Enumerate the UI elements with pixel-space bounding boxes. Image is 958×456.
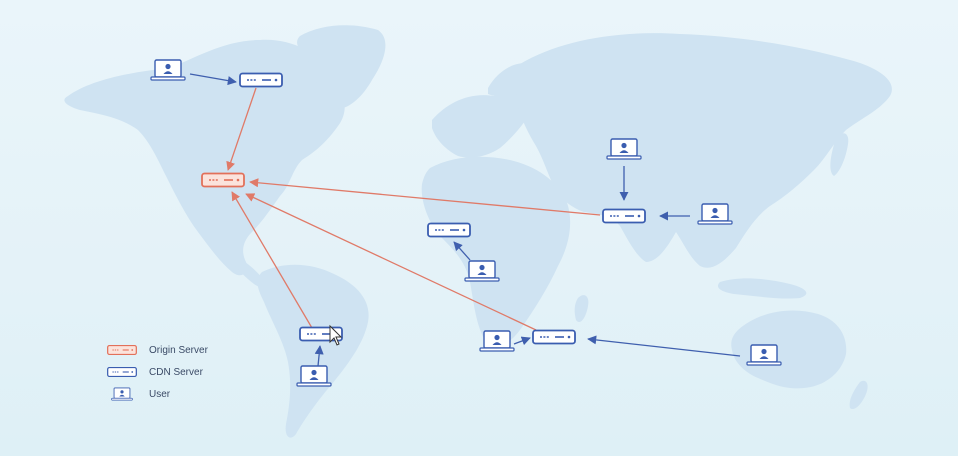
link-brazil-user — [314, 345, 324, 367]
laptop-user-icon — [464, 260, 500, 282]
laptop-user-icon — [479, 330, 515, 352]
user-to-cdn-links — [189, 73, 741, 367]
laptop-user-icon — [697, 203, 733, 225]
link-brazil-origin — [231, 191, 313, 329]
link-canada-origin — [226, 87, 257, 171]
laptop-user-icon — [606, 138, 642, 160]
legend: Origin Server CDN Server User — [107, 343, 208, 401]
laptop-user-icon — [150, 59, 186, 81]
laptop-user-icon — [296, 365, 332, 387]
legend-cdn-label: CDN Server — [149, 366, 203, 378]
cdn-server-icon — [107, 366, 137, 378]
legend-user-label: User — [149, 388, 171, 400]
link-australia-user — [587, 335, 741, 357]
link-south-africa-origin — [245, 193, 537, 331]
legend-origin-label: Origin Server — [149, 344, 208, 356]
laptop-user-icon — [111, 387, 133, 401]
cdn-server-icon — [427, 222, 471, 238]
cdn-server-icon — [239, 72, 283, 88]
origin-server-icon — [107, 344, 137, 356]
origin-server-icon — [201, 172, 245, 188]
cdn-to-origin-links — [226, 87, 601, 331]
laptop-user-icon — [746, 344, 782, 366]
cdn-server-icon — [532, 329, 576, 345]
link-africa-user — [453, 241, 471, 261]
cdn-server-icon — [602, 208, 646, 224]
legend-user: User — [107, 387, 208, 401]
mouse-cursor-icon — [329, 324, 343, 346]
link-south-africa-user — [513, 336, 531, 346]
legend-cdn: CDN Server — [107, 365, 208, 379]
legend-origin: Origin Server — [107, 343, 208, 357]
link-asia-origin — [249, 178, 601, 216]
link-canada-user — [189, 73, 237, 86]
